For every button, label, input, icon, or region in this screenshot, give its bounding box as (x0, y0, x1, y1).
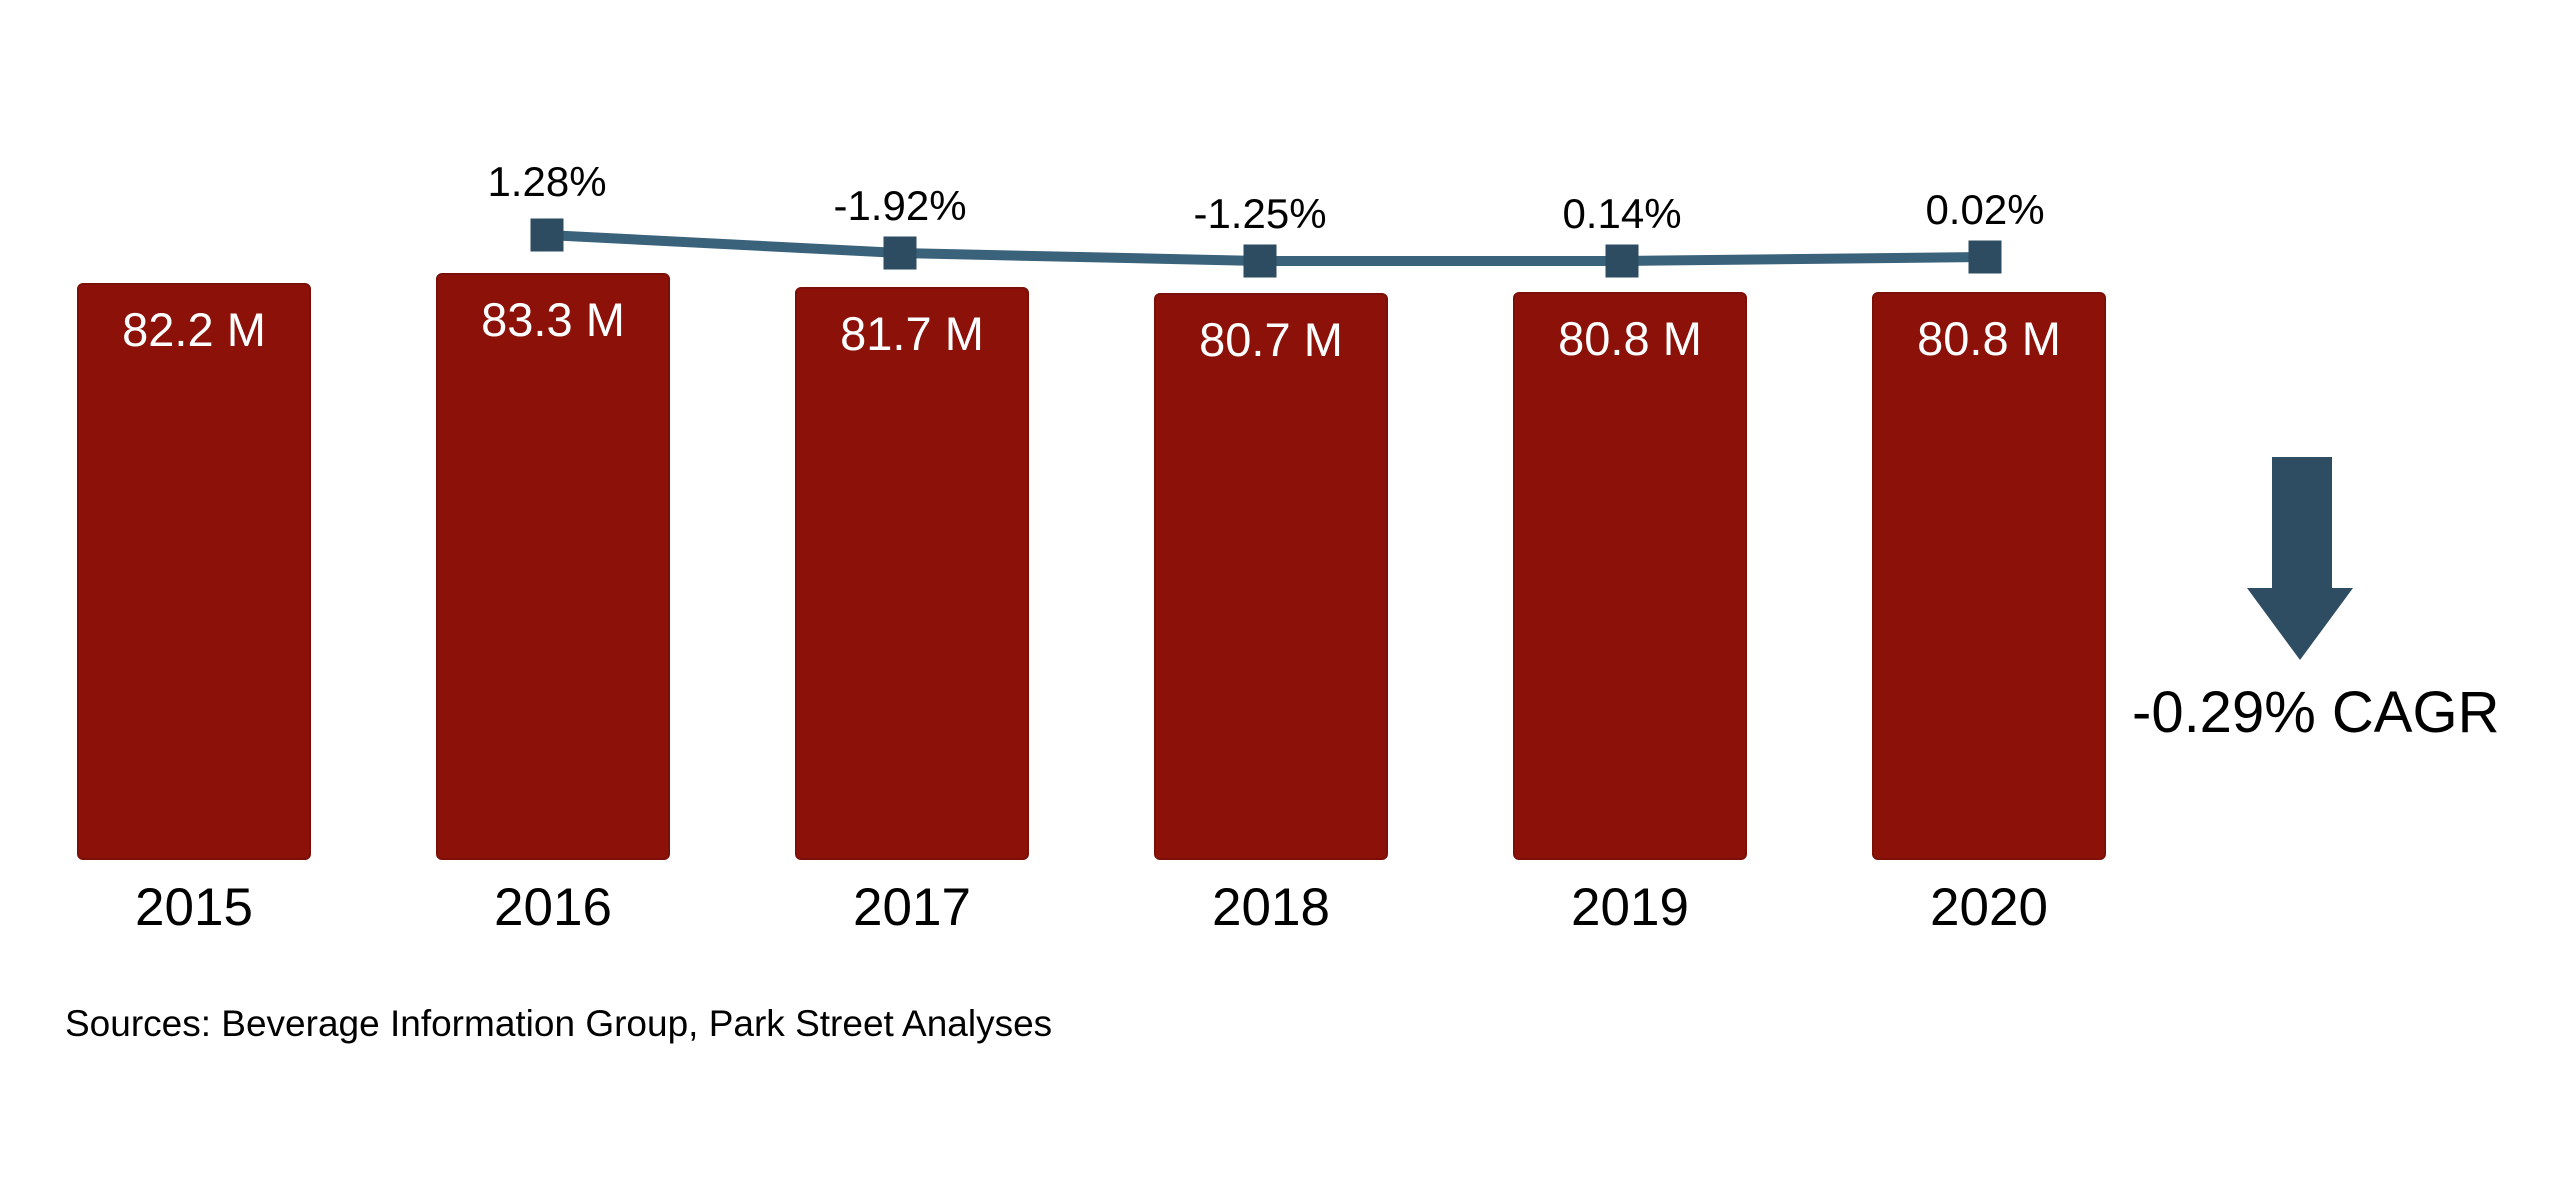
bar-2017: 81.7 M (795, 287, 1029, 860)
down-arrow-icon (2247, 457, 2353, 660)
growth-label-2019: 0.14% (1562, 190, 1682, 237)
axis-label-2016: 2016 (494, 878, 612, 937)
bar-value-label: 80.7 M (1199, 313, 1343, 366)
bar-2019: 80.8 M (1513, 292, 1747, 860)
bar-value-label: 82.2 M (122, 303, 266, 356)
marker-2020 (1968, 240, 2002, 274)
axis-label-2017: 2017 (853, 878, 971, 937)
bar-value-label: 83.3 M (481, 293, 625, 346)
bar-value-label: 81.7 M (840, 307, 984, 360)
bar-2016: 83.3 M (436, 273, 670, 860)
marker-2019 (1605, 244, 1639, 278)
growth-label-2017: -1.92% (833, 182, 967, 229)
bar-value-label: 80.8 M (1558, 312, 1702, 365)
sources-footnote: Sources: Beverage Information Group, Par… (65, 1003, 1053, 1044)
marker-2016 (530, 218, 564, 252)
growth-label-2018: -1.25% (1193, 190, 1327, 237)
marker-2017 (883, 236, 917, 270)
marker-2018 (1243, 244, 1277, 278)
bar-value-label: 80.8 M (1917, 312, 2061, 365)
growth-label-2016: 1.28% (487, 158, 607, 205)
bar-2018: 80.7 M (1154, 293, 1388, 860)
cagr-annotation: -0.29% CAGR (2132, 680, 2500, 745)
axis-label-2015: 2015 (135, 878, 253, 937)
bar-2015: 82.2 M (77, 283, 311, 860)
growth-label-2020: 0.02% (1925, 186, 2045, 233)
axis-label-2018: 2018 (1212, 878, 1330, 937)
axis-label-2019: 2019 (1571, 878, 1689, 937)
axis-label-2020: 2020 (1930, 878, 2048, 937)
bar-2020: 80.8 M (1872, 292, 2106, 860)
